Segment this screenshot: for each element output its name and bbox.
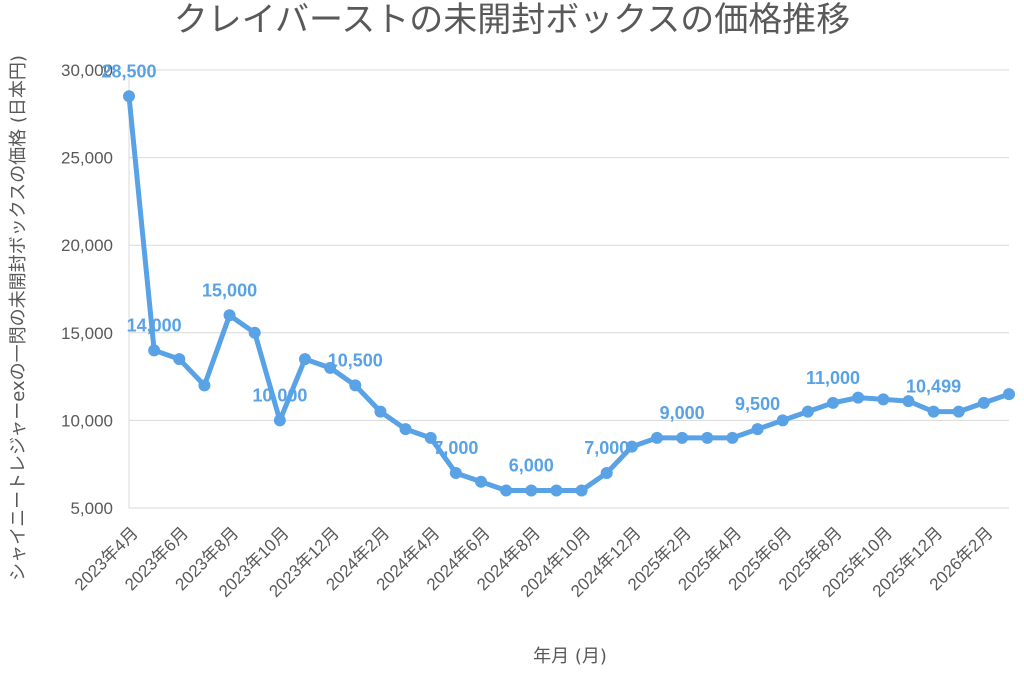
data-point xyxy=(600,466,613,479)
data-point xyxy=(776,414,789,427)
data-point xyxy=(1003,388,1015,401)
data-point xyxy=(952,405,965,418)
data-point xyxy=(123,90,135,103)
data-point xyxy=(625,440,638,453)
data-label: 15,000 xyxy=(202,280,257,300)
data-point xyxy=(927,405,940,418)
data-point xyxy=(651,431,663,444)
price-series-points xyxy=(123,90,1015,497)
x-axis-title: 年月 (月) xyxy=(533,646,607,667)
data-point xyxy=(173,353,186,366)
data-point xyxy=(827,396,839,409)
y-tick-label: 5,000 xyxy=(70,499,113,518)
y-tick-label: 25,000 xyxy=(61,149,113,168)
data-point xyxy=(324,361,337,374)
data-label: 11,000 xyxy=(806,368,860,388)
data-point xyxy=(676,431,689,444)
y-axis-title: シャイニートレジャーexの一閃の未開封ボックスの価格 (日本円) xyxy=(8,55,29,581)
data-point xyxy=(299,353,311,366)
data-label: 7,000 xyxy=(433,438,478,458)
data-point xyxy=(701,431,714,444)
data-point xyxy=(852,391,865,404)
data-point xyxy=(424,431,437,444)
data-point xyxy=(877,393,890,406)
data-point xyxy=(977,396,990,409)
y-tick-label: 10,000 xyxy=(61,411,113,430)
data-point xyxy=(726,431,739,444)
data-label: 10,000 xyxy=(252,385,307,405)
data-point xyxy=(751,423,764,436)
data-point xyxy=(902,395,915,408)
data-point xyxy=(248,326,261,339)
y-axis-ticks: 5,000 10,000 15,000 20,000 25,000 30,000 xyxy=(61,61,113,518)
data-point xyxy=(349,379,362,392)
data-point xyxy=(374,405,387,418)
data-point xyxy=(475,475,487,488)
data-label: 14,000 xyxy=(127,315,182,335)
data-label: 10,499 xyxy=(906,377,961,397)
y-tick-label: 15,000 xyxy=(61,324,113,343)
data-point xyxy=(449,466,462,479)
data-point xyxy=(801,405,814,418)
data-label: 9,500 xyxy=(735,394,780,414)
data-label: 9,000 xyxy=(660,403,705,423)
data-label: 6,000 xyxy=(509,455,554,475)
y-tick-label: 20,000 xyxy=(61,236,113,255)
data-point xyxy=(399,423,412,436)
gridlines xyxy=(128,69,1009,509)
data-point xyxy=(575,484,588,497)
y-tick-label: 30,000 xyxy=(61,61,113,80)
data-label: 10,500 xyxy=(328,350,383,370)
x-axis-ticks: 2023年4月2023年6月2023年8月2023年10月2023年12月202… xyxy=(71,523,997,601)
price-series-line xyxy=(126,93,1012,493)
data-point xyxy=(550,484,563,497)
data-point xyxy=(148,344,161,357)
data-point xyxy=(525,484,538,497)
data-point xyxy=(198,379,211,392)
data-point xyxy=(273,414,286,427)
data-label: 7,000 xyxy=(584,438,629,458)
data-point xyxy=(500,484,513,497)
data-point xyxy=(223,309,236,322)
chart-title: クレイバーストの未開封ボックスの価格推移 xyxy=(174,0,851,40)
data-label: 28,500 xyxy=(101,61,156,81)
data-labels: 28,500 14,000 15,000 10,000 10,500 7,000 6,000… xyxy=(101,61,961,475)
